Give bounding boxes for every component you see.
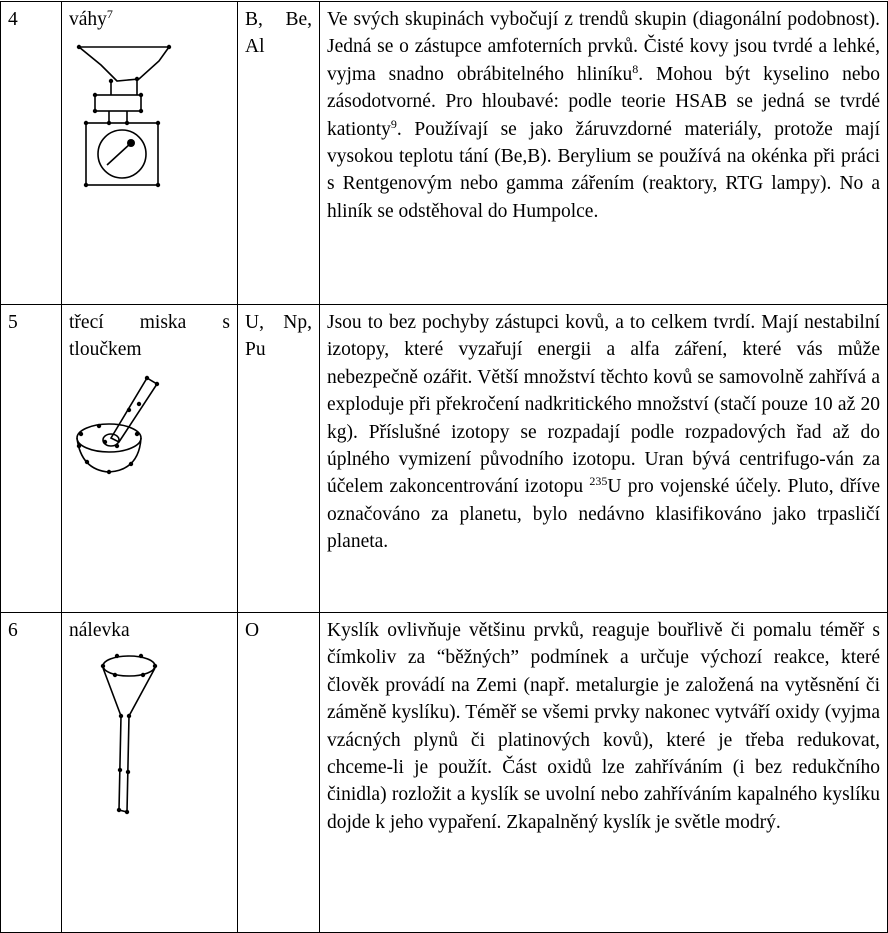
description-cell: Jsou to bez pochyby zástupci kovů, a to … — [319, 304, 888, 613]
number-cell: 6 — [0, 612, 62, 933]
superscript: 235 — [589, 474, 608, 489]
text-run: váhy — [69, 9, 107, 30]
elements-cell: U, Np, Pu — [237, 304, 320, 613]
table-row: 4 váhy7 B, Be, Al Ve svých skupinách vyboč… — [0, 1, 888, 305]
funnel-icon — [100, 654, 158, 815]
text-run: třecí miska s tloučkem — [69, 312, 230, 361]
text-run: Ve svých skupinách vybočují z trendů sku… — [327, 9, 880, 85]
description-cell: Ve svých skupinách vybočují z trendů sku… — [319, 1, 888, 305]
number-cell: 4 — [0, 1, 62, 305]
superscript: 8 — [632, 61, 639, 76]
number-cell: 5 — [0, 304, 62, 613]
text-run: nálevka — [69, 620, 130, 641]
description-cell: Kyslík ovlivňuje většinu prvků, reaguje … — [319, 612, 888, 933]
table-row: 5 třecí miska s tloučkem U, Np, Pu Jsou to… — [0, 304, 888, 613]
superscript: 9 — [390, 116, 397, 131]
text-run: Kyslík ovlivňuje většinu prvků, reaguje … — [327, 620, 880, 833]
name-cell: třecí miska s tloučkem — [61, 304, 238, 613]
name-cell: váhy7 — [61, 1, 238, 305]
elements-cell: B, Be, Al — [237, 1, 320, 305]
tool-name: třecí miska s tloučkem — [69, 309, 230, 364]
text-run: U pro vojenské účely. Pluto, dříve označ… — [327, 476, 880, 553]
table-row: 6 nálevka O Kyslík ovlivňuje většinu prvků… — [0, 612, 888, 933]
tool-name: váhy7 — [69, 6, 230, 33]
text-run: . Používají se jako žáruvzdorné materiál… — [327, 118, 880, 222]
mortar-icon — [76, 375, 160, 475]
text-run: Jsou to bez pochyby zástupci kovů, a to … — [327, 312, 880, 498]
name-cell: nálevka — [61, 612, 238, 933]
superscript: 7 — [106, 7, 113, 21]
text-run: . Mohou být kyselino nebo zásodotvorné. … — [327, 63, 880, 140]
scale-icon — [76, 45, 172, 188]
elements-cell: O — [237, 612, 320, 933]
tool-name: nálevka — [69, 617, 230, 644]
